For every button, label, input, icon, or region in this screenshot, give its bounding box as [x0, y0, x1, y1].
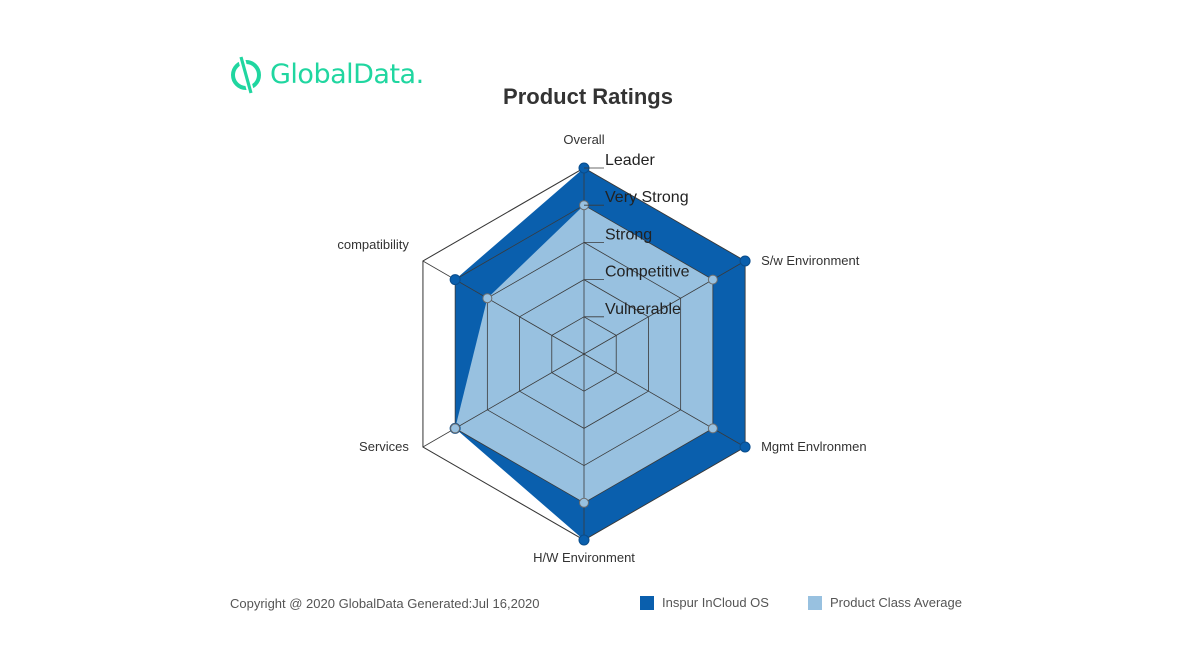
data-point-series-1-3 — [739, 441, 751, 453]
grid-spoke-2 — [583, 260, 746, 355]
legend-swatch-series-1 — [640, 595, 654, 610]
data-point-series-2-5 — [450, 423, 461, 434]
data-point-series-2-4 — [579, 497, 589, 508]
data-point-series-2-2 — [707, 274, 718, 285]
chart-title: Product Ratings — [503, 84, 673, 109]
data-point-series-1-6 — [449, 274, 461, 286]
axis-label-2: S/w Environment — [761, 253, 860, 268]
axis-label-4: H/W Environment — [533, 550, 635, 565]
logo-wordmark: GlobalData. — [270, 58, 424, 90]
grid-spoke-6 — [422, 260, 585, 355]
copyright-text: Copyright @ 2020 GlobalData Generated:Ju… — [230, 596, 540, 611]
legend-item-series-2: Product Class Average — [808, 595, 962, 610]
legend-swatch-series-2 — [808, 595, 822, 610]
data-point-series-1-2 — [739, 255, 751, 267]
legend-label-series-2: Product Class Average — [830, 595, 962, 610]
axis-label-6: compatibility — [337, 237, 409, 252]
axis-label-1: Overall — [563, 132, 604, 147]
globaldata-logo-icon — [231, 56, 261, 94]
axis-label-5: Services — [359, 439, 409, 454]
legend-label-series-1: Inspur InCloud OS — [662, 595, 769, 610]
globaldata-logo: GlobalData. — [228, 54, 424, 94]
grid-spoke-5 — [422, 353, 585, 448]
level-label-5: Leader — [605, 152, 655, 169]
axis-label-3: Mgmt Envlronmen — [761, 439, 866, 454]
grid-spoke-3 — [583, 353, 746, 448]
level-label-1: Vulnerable — [605, 301, 681, 318]
level-label-2: Competitive — [605, 264, 690, 281]
level-label-4: Very Strong — [605, 189, 689, 206]
level-label-3: Strong — [605, 226, 652, 243]
data-point-series-1-4 — [578, 534, 590, 546]
data-point-series-2-3 — [707, 423, 718, 434]
data-point-series-2-6 — [482, 293, 493, 304]
legend-item-series-1: Inspur InCloud OS — [640, 595, 769, 610]
